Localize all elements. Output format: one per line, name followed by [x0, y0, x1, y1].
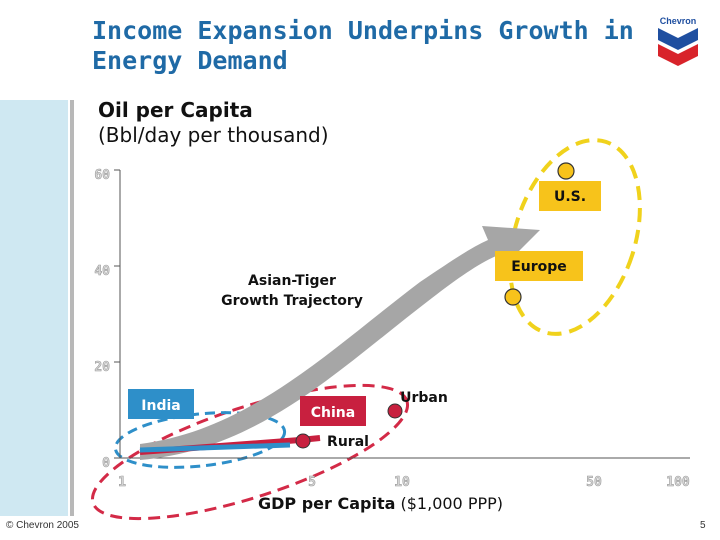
china-label-box [300, 396, 366, 426]
x-axis-label-main: GDP per Capita [258, 494, 396, 513]
india-series-line [139, 442, 291, 453]
y-tick-label-60: 60 [94, 168, 110, 183]
accent-bar [0, 100, 68, 516]
urban-label: Urban [400, 390, 448, 406]
india-label: India [141, 398, 180, 414]
china-ellipse [90, 383, 410, 521]
x-axis-label: GDP per Capita ($1,000 PPP) [258, 494, 503, 513]
y-tick-label-20: 20 [94, 360, 110, 375]
y-tick-label-0: 0 [102, 456, 110, 471]
chevron-logo-text: Chevron [660, 16, 697, 26]
europe-point [504, 288, 522, 306]
trajectory-label-line1: Asian-Tiger [248, 273, 336, 289]
x-tick-label-10: 10 [394, 475, 410, 490]
us-label: U.S. [554, 189, 586, 205]
page-number: 5 [700, 520, 706, 531]
chart-subtitle: Oil per Capita (Bbl/day per thousand) [98, 98, 329, 148]
developed-ellipse [508, 138, 642, 336]
accent-divider [70, 100, 74, 516]
europe-label: Europe [511, 259, 567, 275]
rural-label: Rural [327, 434, 369, 450]
page-title: Income Expansion Underpins Growth in Ene… [92, 16, 634, 75]
chart-subtitle-main: Oil per Capita [98, 98, 253, 122]
us-label-box [539, 181, 601, 211]
china-urban-marker [387, 403, 403, 419]
trajectory-label-line2: Growth Trajectory [221, 293, 363, 309]
footer-copyright: © Chevron 2005 [6, 520, 79, 531]
x-tick-label-50: 50 [586, 475, 602, 490]
china-label: China [311, 405, 355, 421]
x-axis-label-units: ($1,000 PPP) [400, 494, 504, 513]
china-rural-marker [295, 433, 311, 449]
europe-label-box [495, 251, 583, 281]
us-point [557, 162, 575, 180]
x-tick-label-100: 100 [666, 475, 690, 490]
y-tick-label-40: 40 [94, 264, 110, 279]
chevron-logo: Chevron [658, 16, 698, 66]
india-label-box [128, 389, 194, 419]
chart-subtitle-units: (Bbl/day per thousand) [98, 123, 329, 147]
x-tick-label-5: 5 [308, 475, 316, 490]
x-tick-label-1: 1 [118, 475, 126, 490]
india-ellipse [113, 411, 287, 469]
trajectory-arrow [140, 226, 540, 460]
